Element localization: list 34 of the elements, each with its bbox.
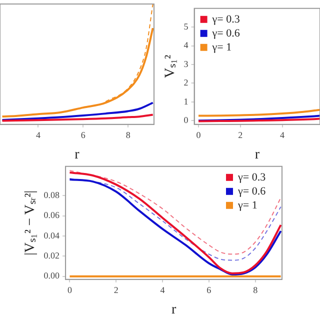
y-axis-title: Vₛ₁² (163, 54, 178, 78)
y-tick-label: 2 (184, 78, 188, 88)
x-tick-label: 6 (206, 285, 212, 296)
x-tick-label: 0 (196, 130, 202, 140)
x-tick-label: 6 (80, 130, 86, 140)
legend-label: γ= 1 (211, 41, 232, 54)
y-tick-label: 0 (184, 115, 189, 126)
y-tick-label: 3 (184, 58, 189, 69)
x-tick-label: 2 (238, 130, 243, 140)
legend-label: γ= 1 (237, 199, 258, 212)
x-axis-title: r (254, 147, 260, 162)
x-tick-label: 8 (253, 285, 258, 296)
x-axis-title: r (171, 302, 176, 318)
y-tick-label: 1 (184, 96, 188, 106)
legend-label: γ= 0.3 (237, 171, 266, 184)
legend-label: γ= 0.6 (211, 27, 240, 40)
legend-label: γ= 0.6 (237, 185, 266, 198)
y-tick-label: 4 (184, 40, 189, 50)
x-tick-label: 4 (160, 285, 166, 296)
line-series (69, 170, 282, 255)
y-tick-label: 0.06 (44, 210, 60, 220)
x-tick-label: 2 (114, 285, 118, 296)
x-tick-label: 4 (36, 130, 41, 140)
legend-label: γ= 0.3 (211, 13, 240, 26)
y-tick-label: 0.08 (44, 190, 60, 200)
x-axis-title: r (74, 147, 80, 162)
x-tick-label: 0 (67, 285, 72, 296)
y-tick-label: 5 (184, 21, 189, 32)
y-tick-label: 0.02 (44, 250, 60, 261)
x-tick-label: 4 (280, 130, 286, 140)
y-tick-label: 0.00 (44, 270, 60, 281)
y-axis-title: |Vₛ₁² − Vₛᵣ²| (23, 190, 38, 256)
y-tick-label: 0.04 (44, 230, 60, 240)
x-tick-label: 8 (126, 130, 131, 140)
